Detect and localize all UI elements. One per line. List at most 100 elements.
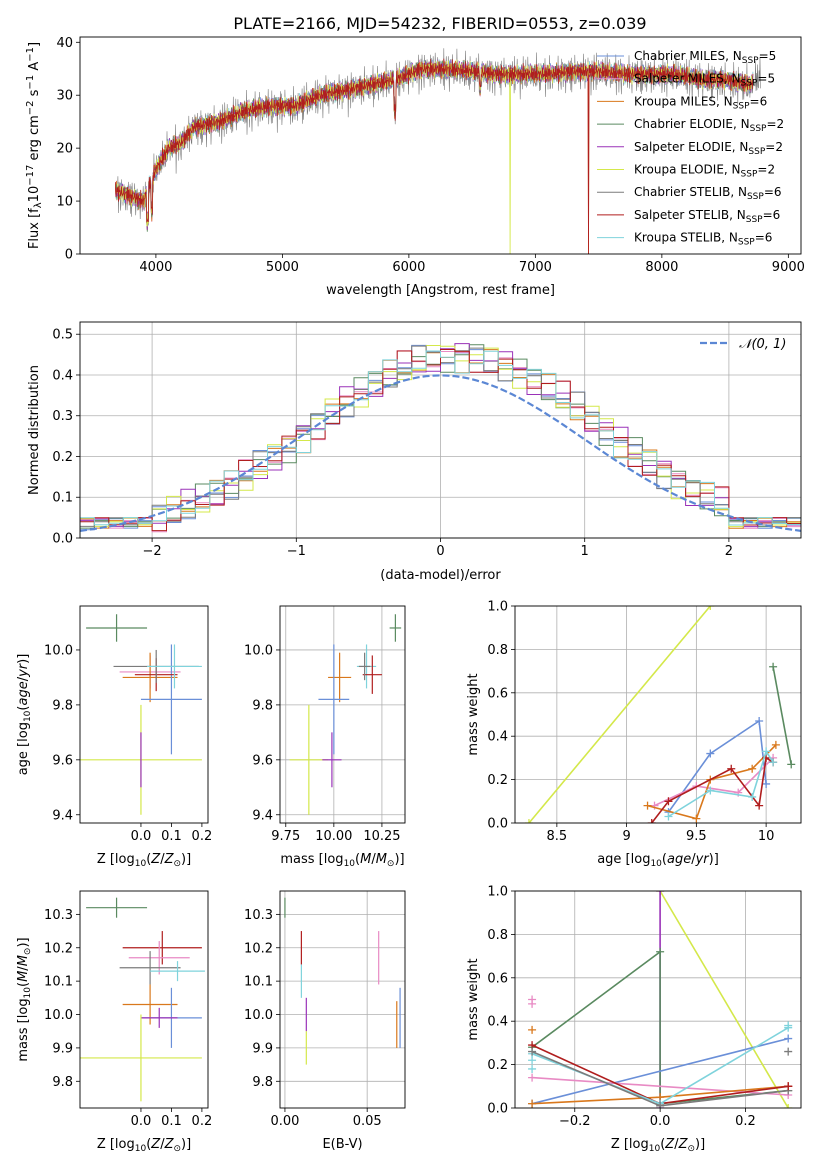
plus-marker — [769, 758, 778, 767]
y-tick-label: 9.6 — [52, 753, 73, 768]
x-tick-label: 0.2 — [192, 829, 213, 844]
x-tick-label: 1 — [581, 544, 589, 559]
x-tick-label: 4000 — [139, 260, 172, 275]
y-tick-label: 1.0 — [487, 600, 508, 615]
legend-label: Kroupa STELIB, NSSP=6 — [634, 231, 772, 248]
plus-marker — [769, 662, 778, 671]
plus-marker — [771, 740, 780, 749]
y-tick-label: 9.8 — [252, 698, 273, 713]
x-axis-label: Z [log10(Z/Z⊙)] — [97, 1137, 191, 1154]
plus-marker — [656, 1101, 665, 1108]
axes-frame — [79, 36, 802, 255]
plus-marker — [706, 786, 715, 795]
plus-marker — [528, 1073, 537, 1082]
x-axis-label: Z [log10(Z/Z⊙)] — [611, 1137, 705, 1154]
series-line — [667, 719, 767, 813]
histogram-group — [80, 343, 801, 538]
plus-marker — [647, 819, 656, 823]
x-axis-label: wavelength [Angstrom, rest frame] — [326, 283, 555, 298]
x-tick-label: 9 — [622, 829, 630, 844]
x-tick-label: 0.00 — [270, 1114, 299, 1129]
plus-marker — [784, 1082, 793, 1091]
y-tick-label: 0.8 — [487, 928, 508, 943]
y-tick-label: 30 — [56, 89, 73, 104]
x-tick-label: 0.2 — [735, 1114, 756, 1129]
y-tick-label: 0.0 — [487, 1102, 508, 1117]
x-tick-label: 7000 — [519, 260, 552, 275]
x-tick-label: 0.1 — [161, 829, 182, 844]
x-tick-label: 5000 — [266, 260, 299, 275]
y-tick-label: 0.0 — [487, 817, 508, 832]
y-tick-label: 0.6 — [487, 686, 508, 701]
spectrum-lines — [115, 48, 761, 254]
y-tick-label: 0.8 — [487, 643, 508, 658]
line-group — [524, 606, 796, 823]
age_vs_mass-panel: 9.75 10.00 10.25 9.4 9.6 9.8 10.0 mass [log10(M… — [244, 605, 406, 869]
x-axis-label: (data-model)/error — [380, 568, 501, 583]
axes-frame — [514, 605, 802, 824]
spectrum-legend: Chabrier MILES, NSSP=5 Salpeter MILES, NS… — [597, 49, 784, 248]
series-line — [659, 891, 789, 1108]
plus-marker — [755, 801, 764, 810]
page-title: PLATE=2166, MJD=54232, FIBERID=0553, z=0… — [233, 14, 646, 33]
errorbar-group — [284, 897, 401, 1065]
legend-label: Salpeter MILES, NSSP=5 — [634, 72, 775, 89]
mass_weight_vs_age-panel: 8.5 9 9.5 10 0.0 0.2 0.4 0.6 0.8 1.0 age [log10(ag… — [466, 600, 802, 869]
plus-marker — [706, 749, 715, 758]
errorbar-group — [80, 897, 205, 1102]
x-tick-label: 0.0 — [131, 1114, 152, 1129]
y-tick-label: 9.6 — [252, 753, 273, 768]
y-axis-label: mass weight — [466, 958, 481, 1040]
y-tick-label: 9.4 — [252, 808, 273, 823]
mass_weight_vs_Z-panel: −0.2 0.0 0.2 0.0 0.2 0.4 0.6 0.8 1.0 Z [log10(Z/Z… — [466, 885, 802, 1154]
x-tick-label: 2 — [725, 544, 733, 559]
y-tick-label: 0.2 — [487, 773, 508, 788]
plus-marker — [727, 764, 736, 773]
axes-frame — [279, 605, 406, 824]
y-tick-label: 10.0 — [44, 643, 73, 658]
plus-marker — [784, 1104, 793, 1108]
plus-marker — [762, 747, 771, 756]
y-tick-label: 0.4 — [487, 730, 508, 745]
plus-marker — [528, 1025, 537, 1034]
plus-marker — [755, 717, 764, 726]
errorbar-group — [80, 614, 202, 815]
x-tick-label: 8000 — [645, 260, 678, 275]
y-tick-label: 10.1 — [44, 975, 73, 990]
chart-layer: 4000 5000 6000 7000 8000 9000010203040wavelen… — [16, 36, 805, 1154]
legend-label: Chabrier MILES, NSSP=5 — [634, 49, 776, 66]
residuals-panel: −2 −1 0 1 2 0.0 0.1 0.2 0.3 0.4 0.5 𝒩(0, 1) (data-mo… — [27, 321, 802, 583]
x-tick-label: 0 — [436, 544, 444, 559]
plus-marker — [664, 797, 673, 806]
x-axis-label: Z [log10(Z/Z⊙)] — [97, 852, 191, 869]
x-tick-label: 10 — [758, 829, 775, 844]
y-tick-label: 0.6 — [487, 971, 508, 986]
y-tick-label: 10.1 — [244, 975, 273, 990]
x-axis-label: mass [log10(M/M⊙)] — [280, 852, 404, 869]
y-axis-label: mass weight — [466, 673, 481, 755]
legend-label: 𝒩(0, 1) — [739, 337, 786, 352]
y-tick-label: 0.2 — [52, 450, 73, 465]
x-tick-label: 9000 — [772, 260, 805, 275]
plus-marker — [784, 1021, 793, 1030]
plus-marker — [692, 814, 701, 823]
y-tick-label: 10.3 — [44, 908, 73, 923]
plus-marker — [748, 764, 757, 773]
errorbar-group — [289, 614, 402, 815]
axes-frame — [279, 890, 406, 1109]
plus-marker — [524, 819, 533, 823]
age_vs_Z-panel: 0.0 0.1 0.2 9.4 9.6 9.8 10.0 Z [log10(Z/Z⊙)] age… — [16, 605, 213, 869]
x-tick-label: 6000 — [392, 260, 425, 275]
line-group — [528, 891, 793, 1108]
mass_vs_Z-panel: 0.0 0.1 0.2 9.8 9.9 10.0 10.1 10.2 10.3 Z [log10(… — [16, 890, 212, 1154]
x-tick-label: 0.1 — [161, 1114, 182, 1129]
plus-marker — [787, 760, 796, 769]
x-tick-label: 0.0 — [131, 829, 152, 844]
x-tick-label: 10.00 — [315, 829, 352, 844]
plus-marker — [528, 1056, 537, 1065]
y-tick-label: 0.5 — [52, 328, 73, 343]
x-tick-label: 8.5 — [547, 829, 568, 844]
y-tick-label: 10 — [56, 195, 73, 210]
axes-frame — [79, 321, 802, 539]
